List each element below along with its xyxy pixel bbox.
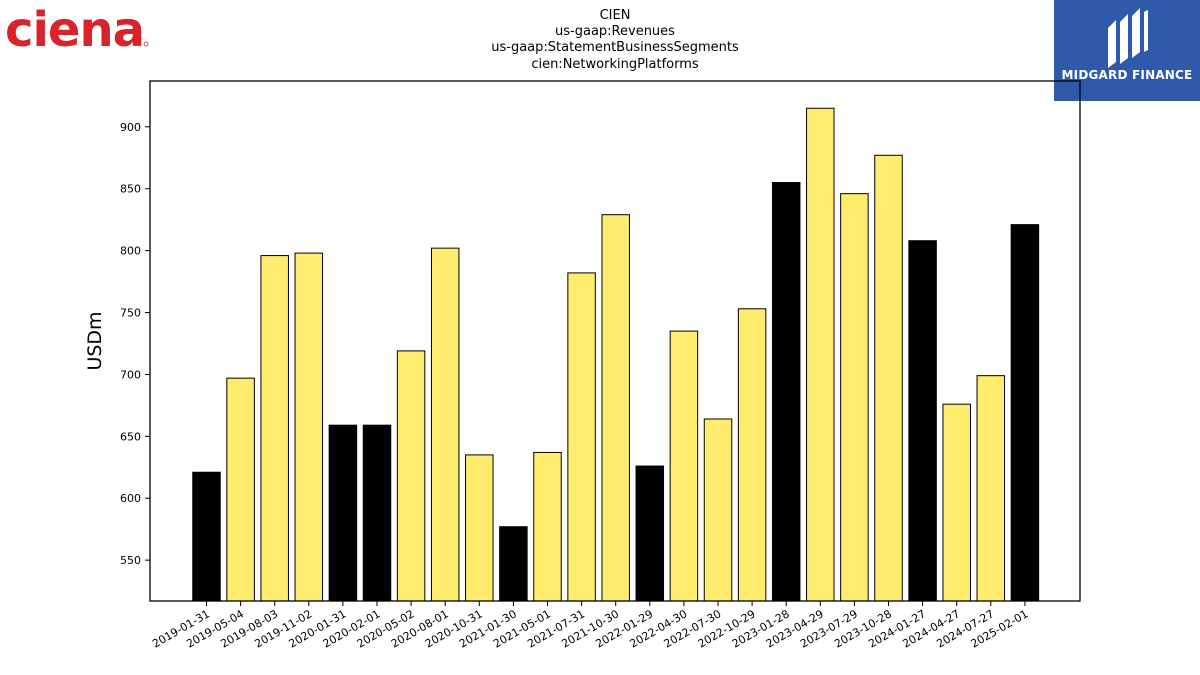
bar-2023-10-28 [874,154,903,602]
bar-2022-07-30 [703,418,733,602]
bar-2019-08-03 [260,255,289,602]
bar-2025-02-01 [1010,224,1040,602]
y-tick-label-750: 750 [120,307,141,320]
midgard-finance-wordmark: MIDGARD FINANCE [1061,68,1193,82]
bar-2023-07-29 [840,193,869,602]
y-tick-label-800: 800 [120,245,141,258]
bar-2019-01-31 [192,471,221,602]
bar-2023-04-29 [806,107,835,602]
bar-2022-04-30 [669,330,699,602]
plot-frame [149,80,1081,602]
svg-text:ciena: ciena [5,2,144,54]
y-tick-label-600: 600 [120,492,141,505]
y-axis-label: USDm [84,311,106,370]
bar-2021-10-30 [601,214,630,602]
midgard-finance-icon [1108,8,1148,68]
bar-2021-01-30 [499,526,528,602]
bar-2023-01-28 [771,182,801,602]
y-tick-label-550: 550 [120,554,141,567]
bar-2024-07-27 [976,375,1006,602]
bar-2019-11-02 [294,252,324,602]
chart-title-line-4: cien:NetworkingPlatforms [531,57,699,72]
chart-title-line-1: CIEN [599,8,631,23]
bar-2020-08-01 [430,247,460,602]
bars-group [192,107,1040,602]
y-tick-label-700: 700 [120,368,141,381]
bar-2021-07-31 [567,272,596,602]
bar-2022-10-29 [737,308,767,602]
bar-2024-04-27 [942,403,971,602]
bar-2020-10-31 [465,454,494,602]
chart-title-line-2: us-gaap:Revenues [555,24,675,39]
y-axis: 550 600 650 700 750 800 850 900 [120,121,150,567]
y-tick-label-650: 650 [120,430,141,443]
chart-title-line-3: us-gaap:StatementBusinessSegments [491,40,739,55]
bar-2020-02-01 [362,424,392,602]
ciena-logo: ciena [5,2,150,58]
bar-2019-05-04 [226,377,255,602]
bar-2021-05-01 [533,451,562,602]
midgard-finance-logo: MIDGARD FINANCE [1054,0,1200,101]
bar-2022-01-29 [635,465,665,602]
x-axis: 2019-01-312019-05-042019-08-032019-11-02… [150,601,1030,651]
bar-2020-01-31 [328,424,358,602]
bar-2024-01-27 [908,240,937,602]
bar-2020-05-02 [396,350,426,602]
y-tick-label-900: 900 [120,121,141,134]
y-tick-label-850: 850 [120,183,141,196]
